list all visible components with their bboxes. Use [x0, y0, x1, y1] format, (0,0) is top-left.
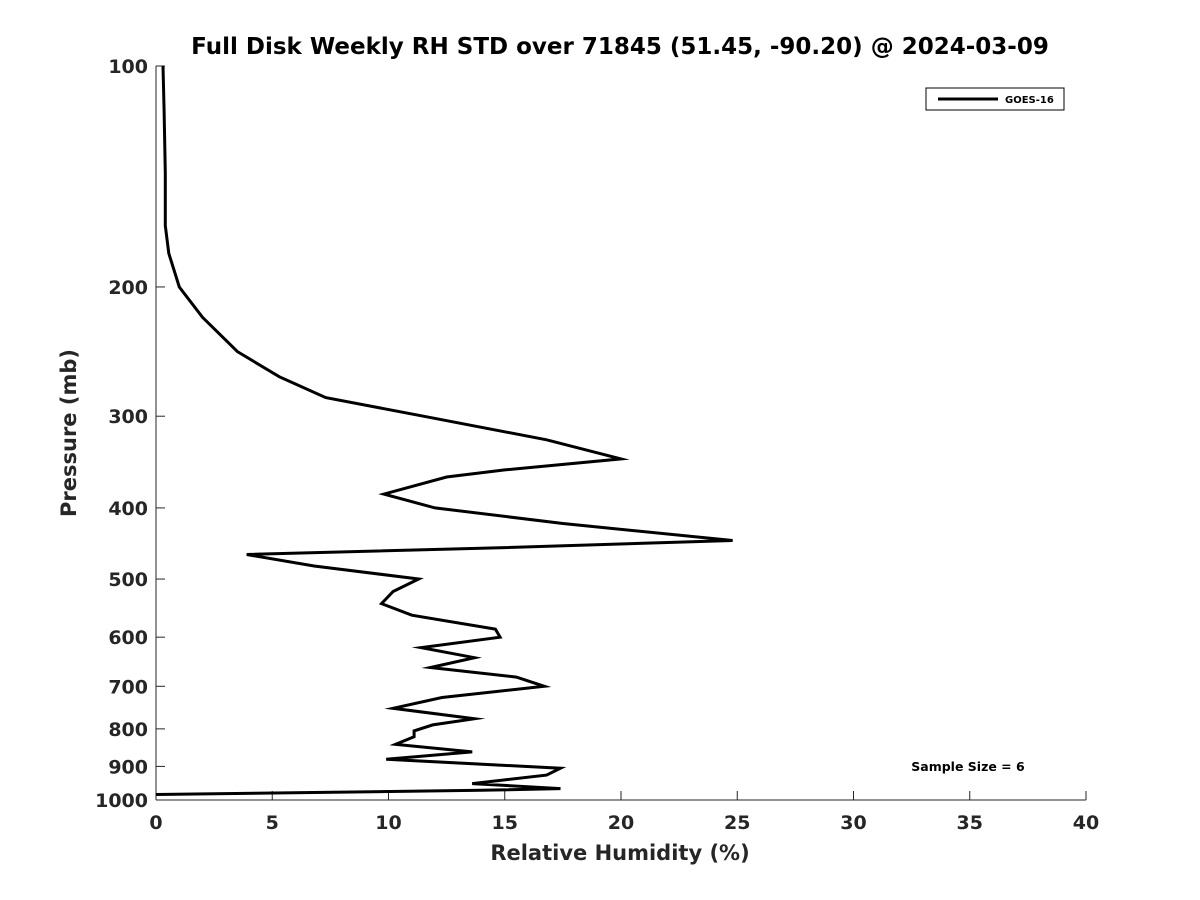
y-tick-label: 700 — [108, 676, 148, 698]
y-tick-label: 1000 — [95, 790, 148, 812]
legend-label: GOES-16 — [1005, 95, 1054, 106]
series-layer — [155, 65, 733, 796]
y-tick-label: 200 — [108, 277, 148, 299]
y-tick-label: 500 — [108, 569, 148, 591]
x-tick-label: 5 — [266, 812, 279, 834]
y-tick-label: 600 — [108, 627, 148, 649]
x-tick-label: 40 — [1073, 812, 1099, 834]
x-tick-label: 30 — [840, 812, 866, 834]
y-tick-label: 400 — [108, 498, 148, 520]
chart-title: Full Disk Weekly RH STD over 71845 (51.4… — [191, 34, 1049, 60]
y-tick-label: 800 — [108, 719, 148, 741]
series-line-goes-16 — [155, 65, 733, 796]
plot-axes — [155, 65, 1087, 801]
sample-size-annotation: Sample Size = 6 — [911, 759, 1025, 774]
x-tick-label: 0 — [149, 812, 162, 834]
y-tick-label: 900 — [108, 756, 148, 778]
y-axis-label: Pressure (mb) — [57, 349, 81, 517]
x-tick-label: 20 — [608, 812, 634, 834]
y-tick-label: 100 — [108, 56, 148, 78]
x-axis-label: Relative Humidity (%) — [490, 841, 749, 865]
tick-labels: 0 5 10 15 20 25 30 35 40 100 200 300 400 500 600 700 800… — [95, 56, 1099, 834]
x-tick-label: 10 — [375, 812, 401, 834]
x-tick-label: 15 — [492, 812, 518, 834]
x-tick-label: 35 — [957, 812, 983, 834]
y-tick-label: 300 — [108, 406, 148, 428]
x-tick-label: 25 — [724, 812, 750, 834]
legend: GOES-16 — [925, 87, 1065, 111]
